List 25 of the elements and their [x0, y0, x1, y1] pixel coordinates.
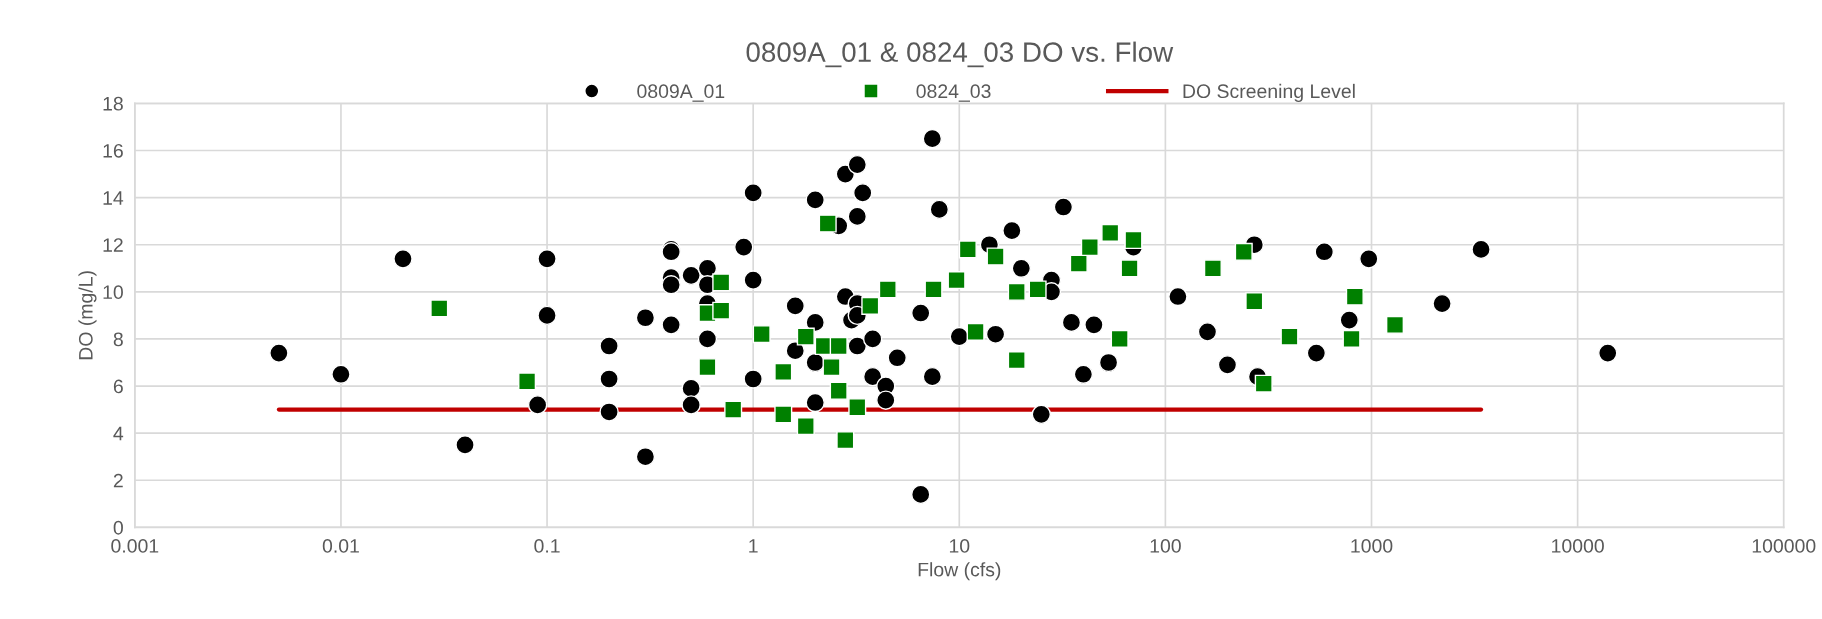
y-tick-label: 14: [103, 191, 124, 205]
y-tick-label: 16: [103, 143, 123, 158]
x-tick-label: 10000: [1552, 539, 1604, 553]
y-tick-label: 0: [113, 520, 123, 535]
y-axis-title: DO (mg/L): [78, 271, 97, 360]
legend-label: DO Screening Level: [1183, 83, 1355, 102]
x-tick-label: 0.001: [111, 539, 159, 553]
chart-title: 0809A_01 & 0824_03 DO vs. Flow: [746, 41, 1174, 68]
y-tick-label: 10: [103, 285, 123, 300]
x-tick-label: 10: [949, 539, 970, 553]
x-axis-title: Flow (cfs): [918, 562, 1001, 581]
x-tick-label: 1: [749, 539, 758, 553]
x-tick-label: 1000: [1351, 539, 1393, 553]
legend-label: 0824_03: [916, 84, 991, 102]
x-tick-label: 100: [1150, 539, 1181, 553]
y-tick-label: 18: [103, 96, 123, 111]
legend-label: 0809A_01: [637, 84, 725, 102]
y-tick-label: 12: [103, 238, 123, 252]
x-tick-label: 100000: [1752, 539, 1816, 553]
x-tick-label: 0.01: [322, 539, 359, 553]
y-tick-label: 8: [113, 332, 123, 347]
y-tick-label: 2: [113, 473, 123, 488]
y-tick-label: 6: [113, 379, 123, 394]
y-tick-label: 4: [113, 426, 124, 441]
x-tick-label: 0.1: [534, 539, 560, 553]
